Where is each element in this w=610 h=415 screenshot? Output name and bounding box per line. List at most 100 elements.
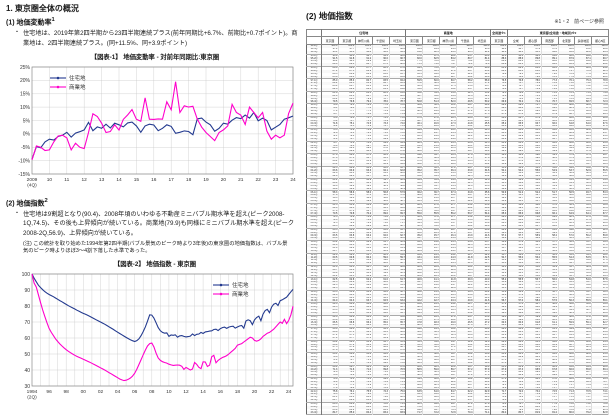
index-value-cell: 77.8: [574, 408, 593, 412]
index-value-cell: 77.8: [591, 82, 610, 86]
index-value-cell: 62.3: [338, 252, 356, 257]
index-value-cell: 79.5: [389, 401, 407, 406]
index-value-cell: 35.7: [422, 169, 441, 173]
index-value-cell: 61.5: [321, 262, 339, 266]
index-value-cell: 62.2: [591, 147, 610, 151]
period-cell: 97-3Q: [306, 85, 322, 89]
column-header: 全域: [506, 36, 525, 45]
index-value-cell: 65.2: [490, 122, 508, 126]
index-value-cell: 62.0: [405, 383, 424, 387]
index-value-cell: 47.0: [405, 318, 424, 322]
table-row: 07-3Q 67.0 67.3 66.7 65.5 66.2 52.5 53.0 53.7 51.…: [306, 209, 610, 213]
index-value-cell: 51.4: [507, 184, 525, 188]
index-value-cell: 62.2: [456, 72, 475, 76]
svg-text:100: 100: [22, 272, 31, 278]
index-value-cell: 72.9: [541, 383, 559, 387]
index-value-cell: 54.3: [422, 90, 441, 95]
index-value-cell: 33.0: [473, 181, 491, 185]
index-value-cell: 74.0: [524, 90, 542, 95]
index-value-cell: 59.7: [372, 177, 390, 182]
index-value-cell: 64.5: [321, 231, 339, 235]
index-value-cell: 67.8: [321, 349, 339, 353]
index-value-cell: 58.6: [574, 147, 593, 151]
index-value-cell: 67.8: [541, 368, 559, 372]
index-value-cell: 47.2: [439, 314, 458, 319]
period-cell: 97-2Q: [306, 82, 322, 86]
index-value-cell: 43.0: [405, 302, 424, 307]
index-value-cell: 50.9: [490, 187, 508, 191]
index-value-cell: 42.1: [422, 268, 441, 272]
index-value-cell: 62.0: [541, 331, 559, 334]
index-value-cell: 74.0: [389, 122, 407, 126]
index-value-cell: 62.7: [558, 343, 576, 347]
index-value-cell: 70.2: [355, 212, 373, 216]
index-value-cell: 39.2: [456, 197, 475, 200]
index-value-cell: 74.3: [321, 219, 339, 222]
index-value-cell: 60.2: [389, 244, 407, 247]
index-value-cell: 75.1: [355, 119, 373, 123]
index-value-cell: 56.5: [591, 274, 610, 278]
index-value-cell: 66.8: [321, 324, 339, 328]
index-value-cell: 62.8: [541, 339, 559, 344]
index-value-cell: 42.9: [473, 199, 491, 204]
period-cell: 16-4Q: [306, 324, 322, 328]
index-value-cell: 50.3: [439, 309, 458, 312]
index-value-cell: 77.2: [321, 383, 339, 387]
period-cell: 15-1Q: [306, 302, 322, 307]
index-value-cell: 40.5: [422, 150, 441, 154]
index-value-cell: 59.8: [507, 318, 525, 322]
index-value-cell: 82.6: [574, 63, 593, 67]
index-value-cell: 47.3: [439, 122, 458, 126]
section-1-bullet: ・ 住宅地は、2019年第2四半期から23四半期連続プラス(前年同期比+6.7%…: [14, 29, 298, 48]
period-cell: 15-2Q: [306, 306, 322, 310]
index-value-cell: 33.4: [405, 177, 424, 182]
index-value-cell: 42.2: [456, 284, 475, 288]
index-value-cell: 100.0: [422, 44, 441, 48]
index-value-cell: 56.3: [558, 299, 576, 303]
index-value-cell: 70.6: [389, 137, 407, 142]
index-value-cell: 91.8: [541, 53, 559, 58]
table-row: 20-2Q 71.3 71.6 71.0 69.8 70.5 58.5 59.0 59.7 57.…: [306, 368, 610, 372]
index-value-cell: 49.5: [456, 100, 475, 104]
index-value-cell: 40.6: [405, 277, 424, 282]
index-value-cell: 63.2: [389, 299, 407, 303]
index-value-cell: 53.7: [558, 264, 576, 269]
index-value-cell: 66.4: [490, 115, 508, 120]
index-value-cell: 59.7: [372, 274, 390, 278]
index-value-cell: 100.0: [456, 44, 475, 48]
period-cell: 02-2Q: [306, 144, 322, 148]
index-value-cell: 50.8: [405, 100, 424, 104]
index-value-cell: 74.7: [507, 393, 525, 397]
index-value-cell: 40.8: [405, 271, 424, 275]
index-value-cell: 73.7: [541, 386, 559, 390]
index-value-cell: 46.5: [422, 231, 441, 235]
index-value-cell: 49.9: [473, 224, 491, 229]
index-value-cell: 66.1: [338, 318, 356, 322]
index-value-cell: 66.1: [389, 343, 407, 347]
index-value-cell: 50.3: [574, 181, 593, 185]
index-value-cell: 67.0: [389, 153, 407, 157]
index-value-cell: 61.8: [524, 327, 542, 332]
svg-text:06: 06: [132, 389, 138, 395]
index-value-cell: 62.2: [355, 277, 373, 282]
index-value-cell: 51.9: [473, 209, 491, 213]
table-row: 05-2Q 60.4 60.7 60.1 58.9 59.6 33.6 34.1 34.8 32.…: [306, 181, 610, 185]
index-value-cell: 60.5: [405, 361, 424, 366]
index-value-cell: 61.5: [372, 237, 390, 241]
index-value-cell: 93.0: [439, 50, 458, 55]
index-value-cell: 57.2: [456, 368, 475, 372]
index-value-cell: 68.9: [524, 361, 542, 366]
index-value-cell: 55.2: [490, 277, 508, 282]
index-value-cell: 78.7: [389, 100, 407, 104]
index-value-cell: 40.0: [473, 277, 491, 282]
period-cell: 96-1Q: [306, 65, 322, 70]
index-value-cell: 85.7: [372, 69, 390, 73]
index-value-cell: 54.3: [490, 268, 508, 272]
index-value-cell: 58.4: [524, 240, 542, 244]
index-value-cell: 56.5: [541, 246, 559, 250]
index-value-cell: 79.4: [389, 97, 407, 101]
index-value-cell: 68.0: [591, 364, 610, 369]
index-value-cell: 54.6: [558, 165, 576, 170]
index-value-cell: 62.0: [321, 175, 339, 179]
table-row: 15-3Q 65.3 65.6 65.0 63.8 64.5 49.1 49.6 50.3 47.…: [306, 309, 610, 312]
